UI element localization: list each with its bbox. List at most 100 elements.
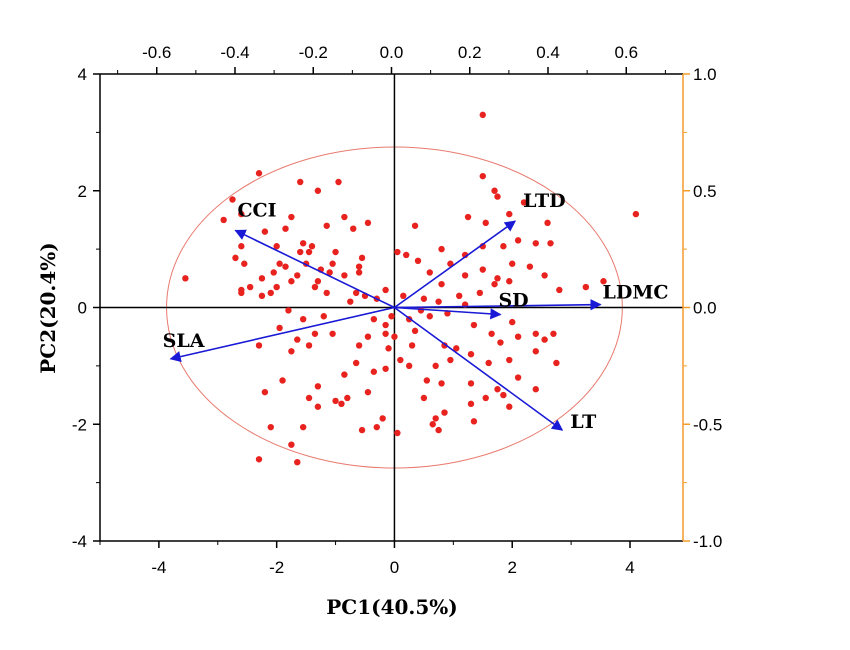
score-point xyxy=(464,213,472,221)
score-point xyxy=(314,278,322,285)
score-point xyxy=(382,286,389,294)
score-point xyxy=(391,333,398,340)
score-point xyxy=(267,289,274,297)
score-point xyxy=(509,318,516,326)
score-point xyxy=(447,356,454,364)
score-point xyxy=(323,289,330,297)
score-point xyxy=(299,240,307,247)
loading-vectors: LTD CCI SLA LDMC SD LT xyxy=(163,190,669,433)
y-tick-label: 2 xyxy=(78,182,87,201)
score-point xyxy=(373,423,380,431)
right-tick-label: -1.0 xyxy=(693,532,722,551)
x-tick-label: 2 xyxy=(507,558,516,577)
score-point xyxy=(320,313,327,320)
score-point xyxy=(288,213,295,221)
score-point xyxy=(314,383,322,390)
score-point xyxy=(426,313,433,320)
score-point xyxy=(491,280,498,288)
score-point xyxy=(344,394,351,402)
score-point xyxy=(305,248,313,256)
score-point xyxy=(288,348,295,355)
score-point xyxy=(509,260,516,267)
score-point xyxy=(582,283,590,291)
score-point xyxy=(447,260,454,267)
score-point xyxy=(385,345,392,352)
score-point xyxy=(241,260,248,267)
score-point xyxy=(276,324,283,332)
score-point xyxy=(506,356,513,364)
score-point xyxy=(314,403,322,410)
score-point xyxy=(400,292,407,300)
score-point xyxy=(417,307,425,314)
score-point xyxy=(494,386,501,393)
top-tick-label: 0.2 xyxy=(458,43,482,62)
score-point xyxy=(358,426,366,434)
score-point xyxy=(420,394,428,402)
score-point xyxy=(305,342,313,349)
score-point xyxy=(414,257,422,264)
score-point xyxy=(497,339,504,346)
score-point xyxy=(335,178,342,186)
score-point xyxy=(467,351,475,358)
score-point xyxy=(364,333,372,340)
right-tick-label: 0.5 xyxy=(693,182,717,201)
x-tick-label: -2 xyxy=(269,558,284,577)
score-point xyxy=(311,330,319,337)
score-point xyxy=(432,415,439,422)
score-point xyxy=(355,269,363,276)
score-point xyxy=(238,286,245,294)
score-point xyxy=(541,272,548,279)
score-point xyxy=(229,196,236,203)
score-point xyxy=(397,356,404,364)
score-point xyxy=(379,415,386,422)
score-point xyxy=(255,170,263,177)
right-tick-label: 0.0 xyxy=(693,299,717,318)
score-point xyxy=(382,321,389,329)
score-point xyxy=(370,315,378,323)
right-tick-label: 1.0 xyxy=(693,65,717,84)
score-point xyxy=(255,342,263,349)
score-point xyxy=(467,400,475,408)
score-point xyxy=(532,348,539,355)
score-point xyxy=(435,426,442,434)
x-axis-title: PC1(40.5%) xyxy=(326,595,458,619)
score-point xyxy=(532,330,539,337)
y-tick-label: 0 xyxy=(78,299,87,318)
score-point xyxy=(308,243,316,250)
score-point xyxy=(299,315,307,323)
y-tick-label: -2 xyxy=(72,415,87,434)
score-point xyxy=(267,423,274,431)
score-point xyxy=(261,228,269,235)
score-point xyxy=(476,289,484,297)
score-point xyxy=(352,359,360,367)
x-tick-label: -4 xyxy=(151,558,166,577)
score-point xyxy=(350,225,357,232)
score-point xyxy=(388,313,395,320)
score-point xyxy=(491,187,498,194)
score-point xyxy=(285,307,292,314)
score-point xyxy=(485,359,492,367)
score-point xyxy=(482,394,489,402)
loading-arrow-sd xyxy=(394,306,502,320)
score-point xyxy=(297,248,304,256)
loading-arrow-cci xyxy=(234,229,395,309)
score-point xyxy=(232,254,239,262)
score-point xyxy=(332,397,339,405)
score-point xyxy=(297,178,304,186)
score-point xyxy=(544,219,551,227)
loading-arrow-ltd xyxy=(393,220,517,309)
score-point xyxy=(532,240,539,247)
score-point xyxy=(382,330,389,337)
score-point xyxy=(479,111,486,119)
score-point xyxy=(420,295,428,302)
score-point xyxy=(479,266,486,273)
score-point xyxy=(358,254,366,262)
score-point xyxy=(405,362,413,370)
score-point xyxy=(429,421,436,428)
score-point xyxy=(470,321,478,329)
score-point xyxy=(435,298,442,305)
score-point xyxy=(329,260,336,267)
loading-arrow-sla xyxy=(169,306,395,363)
score-point xyxy=(494,193,501,200)
score-point xyxy=(426,269,433,276)
